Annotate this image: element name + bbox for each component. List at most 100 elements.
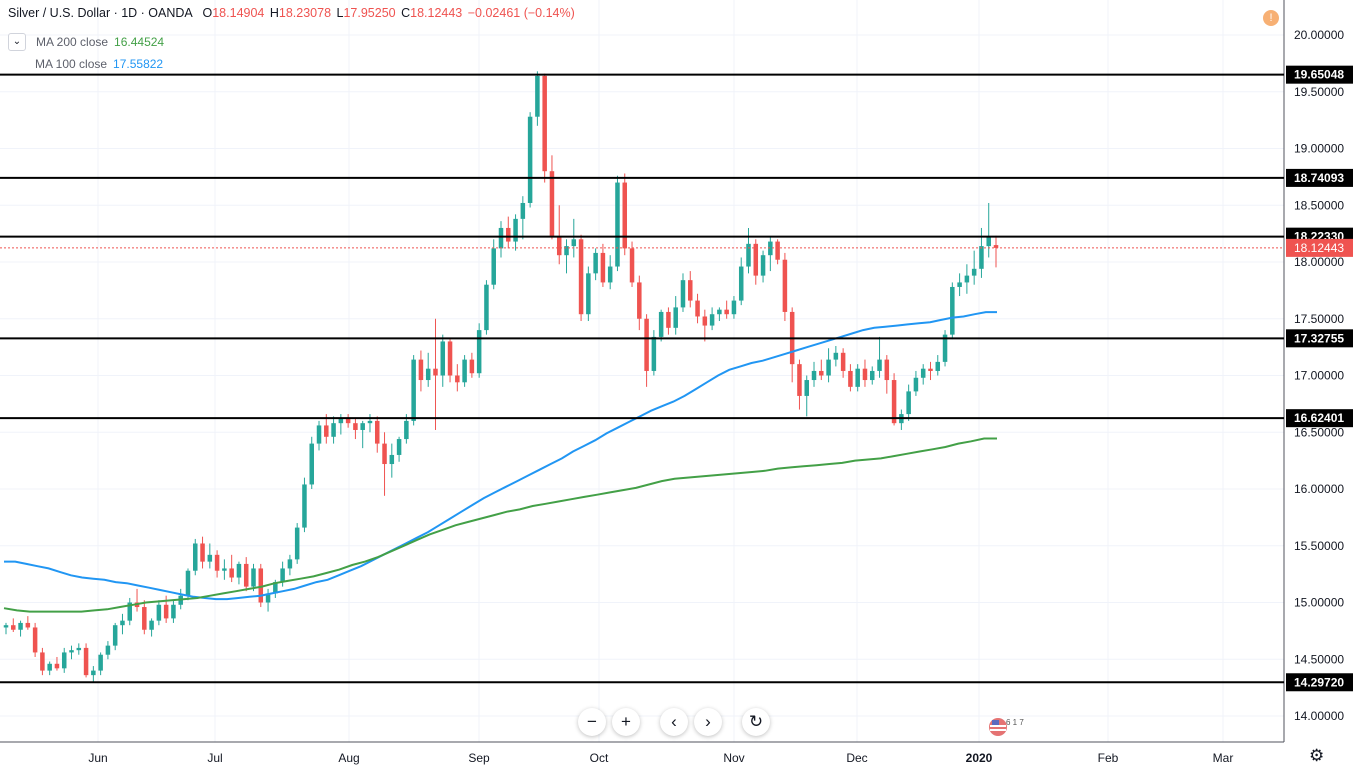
candle-body <box>32 627 38 653</box>
candle-body <box>688 280 693 301</box>
candle-body <box>462 359 467 383</box>
y-tick-label: 14.00000 <box>1294 709 1344 723</box>
scroll-forward-button[interactable]: › <box>694 708 722 736</box>
high-value: 18.23078 <box>278 6 332 20</box>
candle-body <box>527 116 533 203</box>
scroll-back-button[interactable]: ‹ <box>660 708 688 736</box>
level-price-label: 14.29720 <box>1294 675 1344 689</box>
candle-body <box>622 182 628 249</box>
close-label: C <box>401 6 411 20</box>
low-value: 17.95250 <box>343 6 396 20</box>
candle-body <box>950 286 955 335</box>
y-tick-label: 20.00000 <box>1294 28 1344 42</box>
candle-body <box>18 622 23 630</box>
candle-body <box>607 266 613 283</box>
open-label: O <box>202 6 213 20</box>
open-value: 18.14904 <box>212 6 265 20</box>
candle-body <box>287 559 293 569</box>
candle-body <box>316 425 322 444</box>
candle-body <box>731 300 737 315</box>
ma200-line <box>3 437 997 613</box>
level-price-label: 18.74093 <box>1294 171 1344 185</box>
x-tick-label: Jun <box>88 751 107 765</box>
candle-body <box>200 543 205 562</box>
candle-body <box>877 359 882 371</box>
candle-body <box>520 202 526 219</box>
zoom-out-button[interactable]: − <box>578 708 606 736</box>
y-tick-label: 18.00000 <box>1294 255 1344 269</box>
candle-body <box>280 568 285 583</box>
us-events-flag-icon[interactable]: 6 1 7 <box>987 716 1025 738</box>
y-tick-label: 19.00000 <box>1294 142 1344 156</box>
last-price-tag <box>1286 238 1353 257</box>
x-tick-label: Sep <box>468 751 490 765</box>
candle-body <box>265 593 271 603</box>
candle-body <box>906 391 911 415</box>
collapse-legend-button[interactable]: ⌄ <box>8 33 26 51</box>
candle-body <box>869 370 875 381</box>
y-tick-label: 19.50000 <box>1294 85 1344 99</box>
candle-body <box>673 307 678 328</box>
ma200-name: MA 200 close <box>36 35 109 49</box>
level-price-tag <box>1286 65 1353 84</box>
candle-body <box>11 625 16 630</box>
y-tick-label: 17.50000 <box>1294 312 1344 326</box>
symbol-legend: Silver / U.S. Dollar · 1D · OANDA O18.14… <box>8 6 577 20</box>
candle-body <box>768 241 773 256</box>
candle-body <box>353 423 358 430</box>
reset-chart-button[interactable]: ↻ <box>742 708 770 736</box>
candle-body <box>455 375 460 383</box>
candle-body <box>862 368 868 381</box>
candle-body <box>61 652 67 669</box>
candle-body <box>644 318 649 371</box>
candle-body <box>193 543 198 571</box>
candle-body <box>258 568 264 603</box>
candle-body <box>309 443 314 485</box>
candle-body <box>855 368 860 387</box>
candle-body <box>40 652 45 671</box>
candle-body <box>891 380 897 424</box>
candle-body <box>338 418 344 424</box>
candle-body <box>928 368 933 371</box>
ma100-line <box>4 311 997 601</box>
candle-body <box>556 237 562 256</box>
candle-body <box>549 171 555 238</box>
candle-body <box>382 443 387 465</box>
event-count-label: 6 1 7 <box>1006 718 1024 727</box>
candle-body <box>724 309 729 315</box>
candle-body <box>578 239 584 315</box>
candle-body <box>535 75 540 117</box>
x-tick-label: Nov <box>723 751 744 765</box>
candle-body <box>979 246 984 269</box>
ma100-legend-row[interactable]: MA 100 close 17.55822 <box>35 57 163 71</box>
candle-body <box>658 311 664 337</box>
candle-body <box>433 368 438 376</box>
alert-icon[interactable]: ! <box>1263 10 1279 26</box>
candle-body <box>476 330 482 374</box>
candle-body <box>935 361 941 371</box>
candle-body <box>819 370 824 376</box>
candle-body <box>913 377 919 392</box>
settings-gear-icon[interactable]: ⚙ <box>1309 746 1325 765</box>
level-price-label: 19.65048 <box>1294 68 1344 82</box>
candle-body <box>753 243 759 276</box>
candle-body <box>680 280 686 308</box>
zoom-in-button[interactable]: + <box>612 708 640 736</box>
candle-body <box>840 352 846 371</box>
candle-body <box>491 248 496 285</box>
x-tick-label: Jul <box>207 751 222 765</box>
candle-body <box>396 439 402 455</box>
symbol-title: Silver / U.S. Dollar · 1D · OANDA <box>8 6 193 20</box>
ma200-legend-row[interactable]: ⌄ MA 200 close 16.44524 <box>8 33 164 51</box>
candle-body <box>324 425 329 437</box>
y-tick-label: 17.00000 <box>1294 369 1344 383</box>
candle-body <box>884 359 890 381</box>
candle-body <box>222 568 227 571</box>
candle-body <box>637 282 642 319</box>
candle-body <box>112 625 118 646</box>
candle-body <box>629 248 635 283</box>
candle-body <box>214 554 220 571</box>
candle-body <box>105 645 111 655</box>
